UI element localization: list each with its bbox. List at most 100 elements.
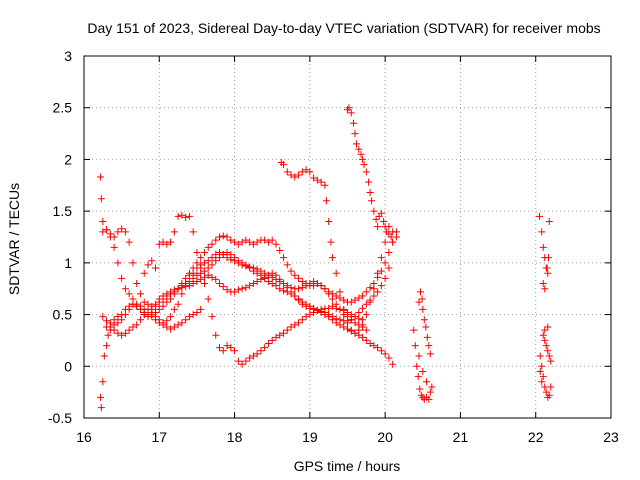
data-point — [535, 212, 543, 220]
data-point — [253, 238, 261, 246]
data-point — [539, 373, 547, 381]
data-point — [118, 225, 126, 233]
data-point — [317, 178, 325, 186]
data-point — [353, 140, 361, 148]
y-tick-label: 2 — [64, 151, 72, 167]
data-point — [419, 367, 427, 375]
y-tick-label: -0.5 — [48, 410, 72, 426]
data-point — [200, 249, 208, 257]
data-point — [374, 223, 382, 231]
data-point — [545, 217, 553, 225]
data-point — [212, 257, 220, 265]
data-point — [374, 269, 382, 277]
data-point — [223, 342, 231, 350]
data-point — [178, 211, 186, 219]
data-point — [261, 236, 269, 244]
data-point — [536, 352, 544, 360]
data-point — [159, 292, 167, 300]
data-point — [425, 342, 433, 350]
data-point — [372, 215, 380, 223]
data-point — [193, 271, 201, 279]
series-arc-6 — [97, 300, 205, 412]
data-point — [287, 288, 295, 296]
data-point — [325, 288, 333, 296]
data-point — [414, 373, 422, 381]
data-point — [129, 259, 137, 267]
data-point — [415, 298, 423, 306]
data-point — [125, 290, 133, 298]
data-point — [291, 321, 299, 329]
data-point — [193, 249, 201, 257]
data-point — [360, 161, 368, 169]
data-point — [140, 269, 148, 277]
data-point — [306, 168, 314, 176]
data-point — [295, 171, 303, 179]
data-point — [302, 282, 310, 290]
data-point — [420, 316, 428, 324]
data-point — [377, 347, 385, 355]
data-point — [99, 378, 107, 386]
data-point — [539, 243, 547, 251]
data-point — [280, 254, 288, 262]
data-point — [182, 316, 190, 324]
data-point — [355, 294, 363, 302]
data-point — [234, 257, 242, 265]
data-point — [539, 280, 547, 288]
data-point — [377, 254, 385, 262]
data-point — [159, 238, 167, 246]
data-point — [545, 254, 553, 262]
data-point — [170, 228, 178, 236]
data-point — [155, 295, 163, 303]
data-point — [381, 350, 389, 358]
data-point — [170, 286, 178, 294]
data-point — [355, 309, 363, 317]
y-tick-label: 1 — [64, 255, 72, 271]
data-point — [325, 304, 333, 312]
data-point — [125, 305, 133, 313]
data-point — [387, 233, 395, 241]
data-point — [355, 315, 363, 323]
data-point — [204, 257, 212, 265]
grid-lines — [84, 56, 611, 418]
data-point — [355, 326, 363, 334]
data-point — [276, 246, 284, 254]
series-arc-4 — [103, 264, 393, 331]
data-point — [200, 273, 208, 281]
data-point — [219, 347, 227, 355]
data-point — [544, 347, 552, 355]
data-point — [359, 304, 367, 312]
data-point — [152, 302, 160, 310]
data-point — [163, 290, 171, 298]
data-point — [370, 207, 378, 215]
data-point — [238, 238, 246, 246]
data-point — [125, 326, 133, 334]
data-point — [313, 176, 321, 184]
data-point — [121, 329, 129, 337]
data-point — [359, 292, 367, 300]
data-point — [268, 280, 276, 288]
data-point — [133, 321, 141, 329]
data-point — [325, 217, 333, 225]
data-point — [310, 309, 318, 317]
data-point — [136, 290, 144, 298]
data-point — [253, 265, 261, 273]
data-point — [359, 333, 367, 341]
data-point — [231, 347, 239, 355]
data-point — [291, 173, 299, 181]
data-point — [332, 315, 340, 323]
data-point — [99, 228, 107, 236]
data-point — [136, 316, 144, 324]
data-point — [298, 284, 306, 292]
data-point — [242, 236, 250, 244]
data-point — [417, 288, 425, 296]
y-tick-label: 2.5 — [53, 100, 73, 116]
data-point — [365, 178, 373, 186]
data-point — [189, 228, 197, 236]
data-point — [538, 228, 546, 236]
data-point — [204, 295, 212, 303]
data-point — [99, 217, 107, 225]
data-point — [133, 280, 141, 288]
data-point — [189, 280, 197, 288]
data-point — [359, 155, 367, 163]
y-tick-label: 0.5 — [53, 307, 73, 323]
